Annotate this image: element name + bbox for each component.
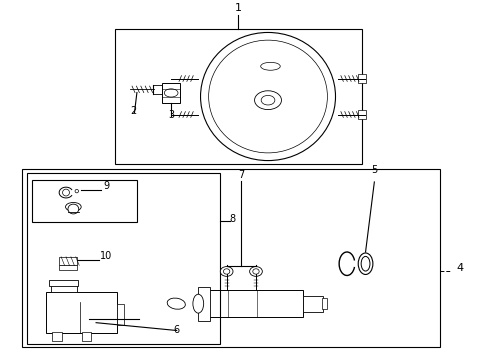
Text: 7: 7	[238, 170, 244, 180]
Bar	[207, 290, 303, 317]
Bar	[115, 29, 361, 164]
Text: 5: 5	[370, 165, 377, 175]
Bar	[52, 332, 62, 341]
Text: 9: 9	[103, 181, 109, 192]
Ellipse shape	[65, 202, 81, 211]
Ellipse shape	[223, 269, 229, 274]
Bar	[51, 284, 77, 292]
Bar	[22, 169, 439, 347]
Bar	[59, 257, 77, 265]
Bar	[303, 296, 322, 312]
Bar	[162, 83, 180, 103]
Text: 10: 10	[100, 251, 112, 261]
Ellipse shape	[252, 269, 259, 274]
Ellipse shape	[164, 89, 178, 97]
Ellipse shape	[358, 253, 372, 274]
Ellipse shape	[361, 256, 369, 271]
Ellipse shape	[75, 189, 78, 193]
Bar	[59, 265, 77, 270]
Ellipse shape	[260, 62, 280, 70]
Text: 1: 1	[234, 3, 242, 13]
Text: 8: 8	[229, 214, 235, 224]
Bar	[81, 332, 91, 341]
Ellipse shape	[220, 266, 232, 276]
Ellipse shape	[68, 204, 79, 214]
Text: 2: 2	[130, 106, 136, 116]
Bar	[358, 110, 366, 119]
Ellipse shape	[261, 95, 274, 105]
Ellipse shape	[249, 266, 262, 276]
Ellipse shape	[254, 91, 281, 109]
Bar	[321, 298, 326, 309]
Text: 6: 6	[173, 325, 180, 335]
Ellipse shape	[192, 294, 203, 313]
Ellipse shape	[200, 32, 335, 161]
Bar	[117, 304, 124, 325]
Bar	[153, 85, 162, 94]
Bar	[32, 180, 137, 221]
Bar	[27, 173, 220, 344]
Ellipse shape	[167, 298, 185, 309]
Bar	[46, 292, 117, 333]
Text: 3: 3	[168, 110, 174, 120]
Bar	[358, 74, 366, 83]
Text: 4: 4	[455, 263, 462, 273]
Bar	[198, 287, 209, 321]
Bar	[49, 280, 78, 285]
